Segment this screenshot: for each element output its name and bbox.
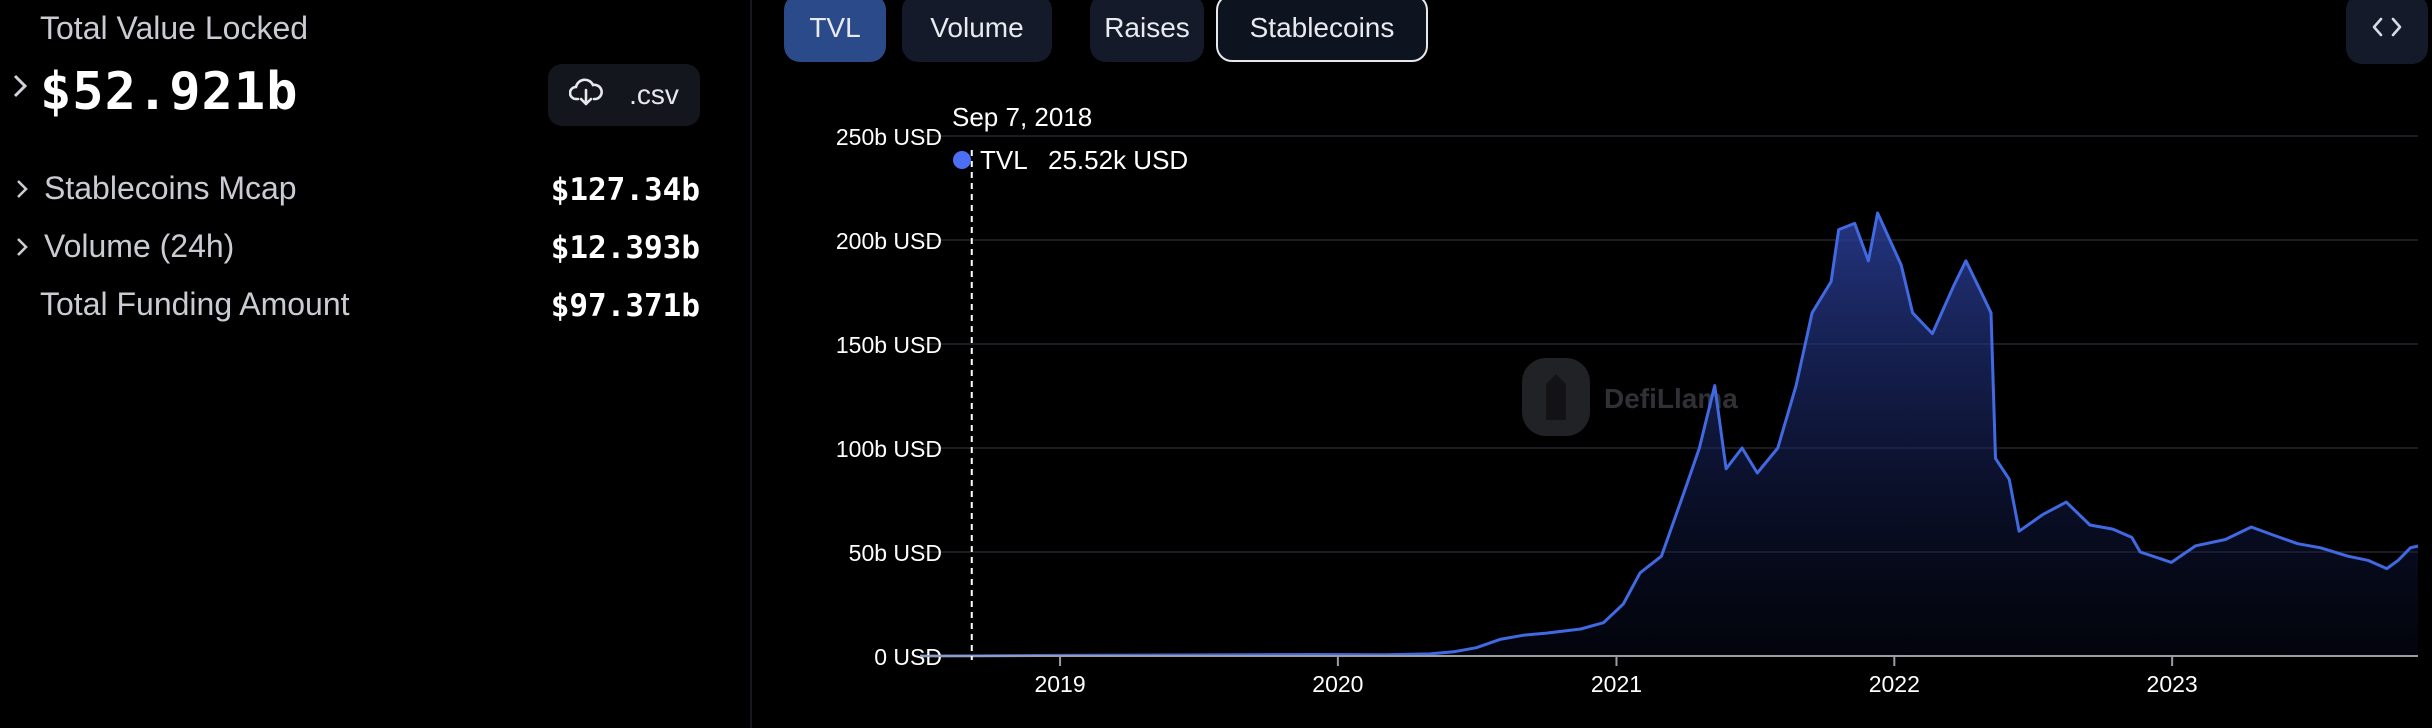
stat-label: Volume (24h)	[44, 228, 235, 264]
x-tick-label: 2023	[2147, 671, 2198, 697]
tvl-label: Total Value Locked	[40, 10, 309, 46]
chevron-right-icon[interactable]	[14, 234, 30, 266]
x-tick-label: 2021	[1591, 671, 1642, 697]
stat-row-total-funding: Total Funding Amount $97.371b	[0, 286, 700, 330]
stat-value: $97.371b	[550, 288, 700, 324]
y-tick-label: 100b USD	[836, 436, 942, 462]
y-tick-label: 250b USD	[836, 124, 942, 150]
stat-label: Total Funding Amount	[40, 286, 350, 322]
tvl-line	[919, 211, 2419, 658]
panel-divider	[750, 0, 752, 728]
tvl-area	[920, 213, 2418, 656]
x-tick-label: 2020	[1312, 671, 1363, 697]
chart-tooltip: Sep 7, 2018 TVL 25.52k USD	[952, 102, 1188, 660]
summary-panel: Total Value Locked $52.921b .csv Stablec…	[0, 0, 750, 728]
stat-value: $127.34b	[550, 172, 700, 208]
code-brackets-icon	[2371, 16, 2403, 43]
stat-row-volume[interactable]: Volume (24h) $12.393b	[0, 228, 700, 272]
tab-tvl[interactable]: TVL	[784, 0, 886, 62]
download-csv-button[interactable]: .csv	[548, 64, 700, 126]
tooltip-value: 25.52k USD	[1048, 145, 1188, 175]
tooltip-date: Sep 7, 2018	[952, 102, 1092, 132]
chevron-right-icon[interactable]	[14, 176, 30, 208]
stat-row-stablecoins-mcap[interactable]: Stablecoins Mcap $127.34b	[0, 170, 700, 214]
tooltip-series-name: TVL	[980, 145, 1028, 175]
stat-value: $12.393b	[550, 230, 700, 266]
tooltip-series-dot	[953, 151, 971, 169]
y-tick-label: 200b USD	[836, 228, 942, 254]
x-tick-label: 2022	[1869, 671, 1920, 697]
cloud-download-icon	[568, 77, 604, 114]
tvl-value: $52.921b	[40, 62, 299, 122]
tab-volume[interactable]: Volume	[902, 0, 1052, 62]
embed-button[interactable]	[2346, 0, 2428, 64]
y-tick-label: 150b USD	[836, 332, 942, 358]
tvl-series	[919, 211, 2419, 658]
chart-grid	[920, 135, 2418, 657]
tab-stablecoins[interactable]: Stablecoins	[1216, 0, 1428, 62]
tab-raises[interactable]: Raises	[1090, 0, 1204, 62]
chevron-right-icon[interactable]	[10, 72, 30, 107]
stat-label: Stablecoins Mcap	[44, 170, 297, 206]
x-tick-label: 2019	[1034, 671, 1085, 697]
y-tick-label: 50b USD	[849, 540, 942, 566]
csv-label: .csv	[629, 79, 679, 110]
